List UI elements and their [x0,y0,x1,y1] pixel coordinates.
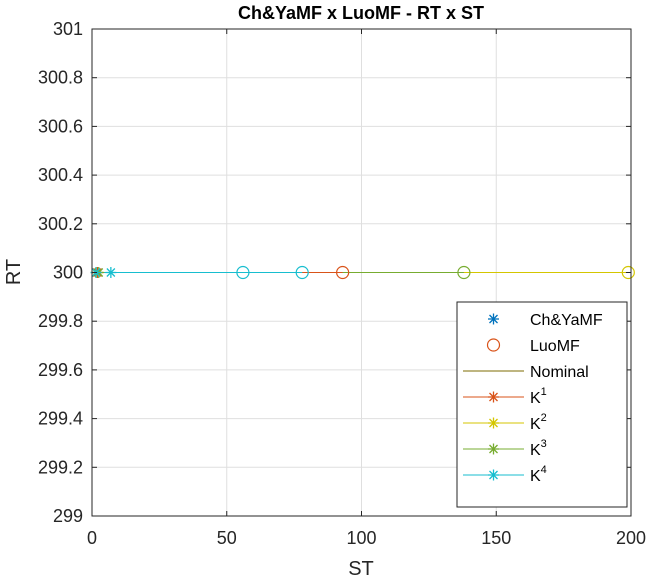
y-tick-label: 301 [53,19,83,39]
series-layer [90,265,635,280]
legend-item: K2 [463,412,547,433]
data-point-circle [236,265,250,280]
y-tick-label: 299 [53,506,83,526]
legend-item: Nominal [463,364,589,381]
star-stroke [489,392,498,402]
legend-label-superscript: 1 [541,386,547,398]
y-tick-label: 300.6 [38,116,83,136]
data-point-circle [295,265,309,280]
star-stroke [106,268,116,277]
legend-star-marker [488,469,499,481]
legend-star-marker [488,443,499,455]
data-point-star [105,267,117,278]
series-luomf-k3 [457,265,471,280]
ticks [91,28,632,517]
x-tick-label: 150 [481,528,511,548]
legend-label-main: K [530,468,541,485]
data-point-circle [621,265,635,280]
y-tick-label: 300.2 [38,214,83,234]
y-axis-label: RT [3,259,25,285]
y-tick-label: 299.8 [38,311,83,331]
x-tick-label: 50 [217,528,237,548]
legend-label-superscript: 4 [541,464,547,476]
data-point-circle [457,265,471,280]
legend-label: Nominal [530,364,589,381]
legend-label-main: Nominal [530,364,589,381]
y-tick-label: 300 [53,263,83,283]
legend-label: K3 [530,438,547,459]
series-luomf-k1 [336,265,350,280]
legend-star-marker [488,313,499,325]
chart-title: Ch&YaMF x LuoMF - RT x ST [238,3,484,23]
legend-item: LuoMF [486,338,580,355]
legend-star-marker [488,391,499,403]
data-point-circle [336,265,350,280]
legend-label: LuoMF [530,338,580,355]
legend-label-main: K [530,416,541,433]
legend-star-marker [488,417,499,429]
legend-item: K4 [463,464,547,485]
star-stroke [489,314,498,324]
legend-label: K4 [530,464,547,485]
star-stroke [489,444,498,454]
legend-label: K1 [530,386,547,407]
legend-label-main: Ch&YaMF [530,312,603,329]
x-tick-label: 200 [616,528,646,548]
x-axis-label: ST [348,558,374,578]
legend-item: K3 [463,438,547,459]
legend-label-superscript: 3 [541,438,547,450]
y-tick-label: 299.4 [38,409,83,429]
star-stroke [489,418,498,428]
series-luomf-k2 [621,265,635,280]
legend-label-main: LuoMF [530,338,580,355]
legend-label-superscript: 2 [541,412,547,424]
legend-label: K2 [530,412,547,433]
legend-item: K1 [463,386,547,407]
legend-label-main: K [530,442,541,459]
y-tick-label: 299.2 [38,457,83,477]
series-luomf-k4 [236,265,309,280]
legend-box [456,301,628,508]
y-tick-label: 300.4 [38,165,83,185]
y-tick-label: 299.6 [38,360,83,380]
x-tick-label: 0 [87,528,97,548]
legend-item: Ch&YaMF [488,312,603,329]
star-stroke [489,470,498,480]
x-tick-label: 100 [346,528,376,548]
legend-label-main: K [530,390,541,407]
y-tick-label: 300.8 [38,68,83,88]
legend-label: Ch&YaMF [530,312,603,329]
legend-circle-marker [486,338,501,352]
tick-labels: 0 50 100 150 200 299 299.2 299.4 299.6 299.8 300 30… [38,19,646,548]
